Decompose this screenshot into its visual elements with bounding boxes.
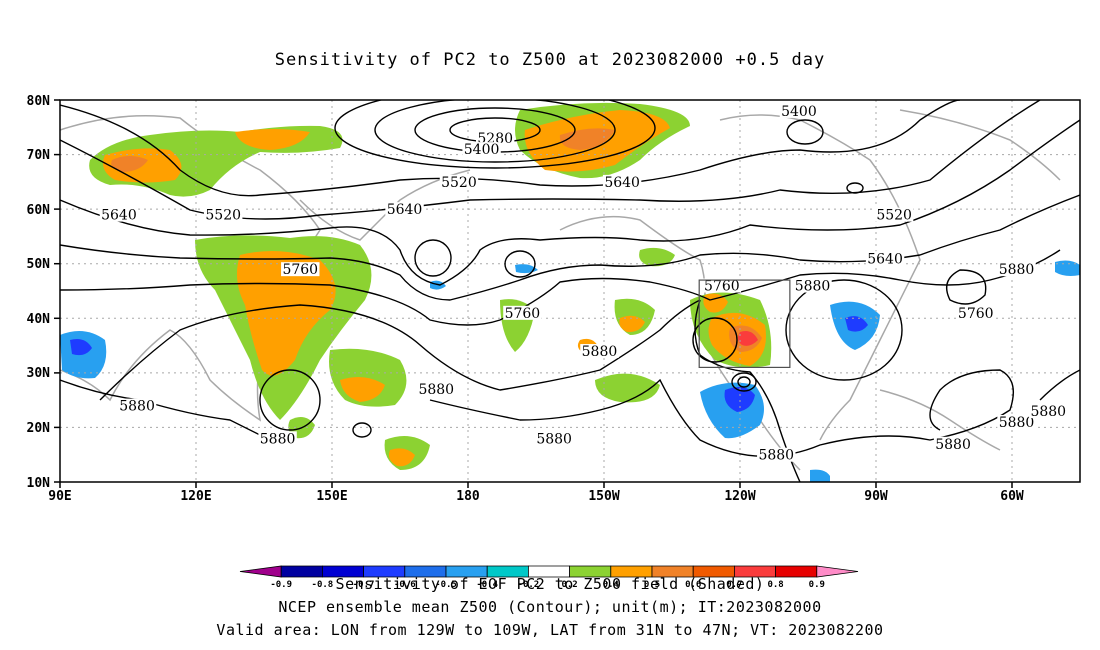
- contour-label-bg: [99, 207, 139, 222]
- axis-ticks: [54, 99, 1013, 488]
- contour-label-bg: [476, 131, 515, 146]
- contour-label-bg: [462, 142, 501, 157]
- colorbar-label: 0.5: [644, 580, 660, 590]
- contour-label: 5880: [999, 262, 1035, 278]
- colorbar-label: -0.4: [476, 580, 498, 590]
- colorbar-label: -0.8: [312, 580, 334, 590]
- contour-label-bg: [956, 305, 995, 320]
- colorbar-label: 0.8: [767, 580, 783, 590]
- contour-label-bg: [258, 431, 297, 446]
- colorbar-label: 0.6: [685, 580, 701, 590]
- contour-label: 5640: [101, 208, 137, 224]
- colorbar-label: 0.9: [809, 580, 825, 590]
- lon-label: 180: [456, 489, 480, 504]
- contour-label-bg: [503, 305, 542, 320]
- map-frame: [59, 99, 1081, 483]
- contour-label-bg: [933, 436, 973, 451]
- contour-label-bg: [1029, 404, 1068, 419]
- contour-label-bg: [417, 382, 456, 397]
- contour-label: 5880: [795, 279, 831, 295]
- contour-label-bg: [385, 202, 424, 217]
- lat-label: 70N: [27, 148, 51, 163]
- contour-label-bg: [281, 262, 320, 277]
- lat-label: 30N: [27, 366, 51, 381]
- contour-label: 5880: [935, 437, 971, 453]
- valid-area-box: [698, 279, 791, 369]
- contour-label-bg: [580, 344, 619, 359]
- contour-label-bg: [997, 262, 1036, 277]
- contour-label: 5400: [781, 104, 817, 120]
- contour-label-bg: [702, 278, 742, 293]
- contour-label: 5880: [758, 448, 794, 464]
- contour-label: 5880: [999, 415, 1035, 431]
- lat-label: 60N: [27, 203, 51, 218]
- contour-label: 5880: [260, 431, 296, 447]
- colorbar-label: 0.2: [561, 580, 577, 590]
- contour-label: 5880: [119, 399, 155, 415]
- colorbar-label: -0.5: [435, 580, 457, 590]
- lon-label: 90W: [864, 489, 888, 504]
- contour-label: 5520: [876, 208, 912, 224]
- contour-label-bg: [204, 207, 243, 222]
- contour-label-bg: [779, 103, 819, 118]
- lat-label: 10N: [27, 476, 51, 491]
- map-title: Sensitivity of PC2 to Z500 at 2023082000…: [274, 50, 826, 70]
- contour-label: 5880: [536, 431, 572, 447]
- footer-line-1: Sensitivity of EOF PC2 to Z500 field (Sh…: [335, 575, 765, 593]
- lon-label: 90E: [48, 489, 71, 504]
- contour-label: 5760: [505, 306, 541, 322]
- contour-label: 5640: [387, 202, 423, 218]
- colorbar-label: 0.7: [726, 580, 742, 590]
- colorbar-label: -0.9: [270, 580, 292, 590]
- contour-label: 5880: [418, 382, 454, 398]
- colorbar-swatch: [816, 565, 859, 578]
- lon-label: 120E: [180, 489, 211, 504]
- z500-contours: [60, 100, 1080, 482]
- contour-label: 5520: [205, 208, 241, 224]
- contour-label-bg: [602, 174, 642, 189]
- lat-label: 20N: [27, 421, 51, 436]
- footer-line-2: NCEP ensemble mean Z500 (Contour); unit(…: [278, 598, 822, 616]
- contour-label: 5880: [582, 344, 618, 360]
- contour-label: 5640: [867, 251, 903, 267]
- lon-label: 60W: [1000, 489, 1024, 504]
- colorbar-label: -0.7: [353, 580, 375, 590]
- lon-label: 120W: [724, 489, 755, 504]
- contour-label-bg: [793, 278, 832, 293]
- contour-label: 5400: [464, 142, 500, 158]
- contour-label: 5520: [441, 175, 477, 191]
- colorbar-label: -0.2: [518, 580, 540, 590]
- contour-label-bg: [997, 414, 1036, 429]
- lon-label: 150W: [588, 489, 619, 504]
- colorbar: -0.9 -0.8 -0.7 -0.6 -0.5 -0.4 -0.2 0.2 0.4 0.5 0.6…: [239, 565, 859, 590]
- contour-label: 5760: [958, 306, 994, 322]
- footer-line-3: Valid area: LON from 129W to 109W, LAT f…: [216, 621, 884, 639]
- contour-label: 5640: [604, 175, 640, 191]
- lon-label: 150E: [316, 489, 347, 504]
- contour-label: 5760: [282, 262, 318, 278]
- contour-label-bg: [117, 398, 157, 413]
- contour-label-bg: [534, 431, 574, 446]
- colorbar-label: -0.6: [394, 580, 416, 590]
- contour-label-bg: [874, 207, 914, 222]
- contour-label: 5760: [704, 279, 740, 295]
- lat-label: 80N: [27, 94, 51, 109]
- lon-labels: 90E 120E 150E 180 150W 120W 90W 60W: [48, 489, 1024, 504]
- lat-label: 50N: [27, 257, 51, 272]
- contour-label: 5880: [1030, 404, 1066, 420]
- lat-label: 40N: [27, 312, 51, 327]
- colorbar-label: 0.4: [603, 580, 620, 590]
- contour-label-bg: [757, 447, 796, 462]
- contour-label-bg: [865, 251, 905, 266]
- shaded-sensitivity: [60, 102, 1080, 482]
- lat-labels: 80N 70N 60N 50N 40N 30N 20N 10N: [27, 94, 51, 491]
- contour-label-bg: [439, 174, 479, 189]
